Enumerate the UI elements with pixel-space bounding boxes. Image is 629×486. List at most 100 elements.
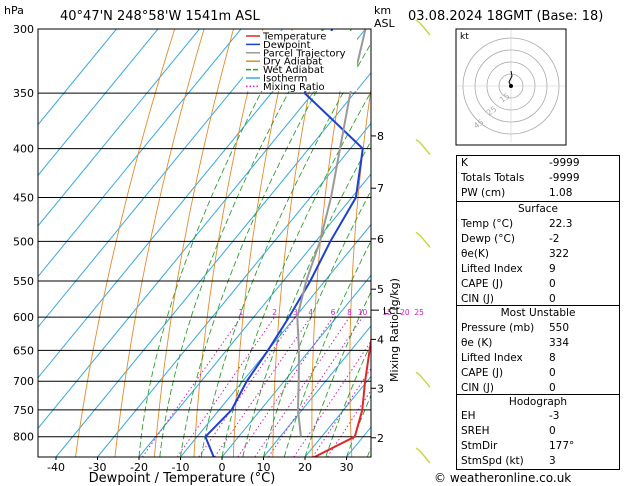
wind-barb-flag bbox=[415, 139, 421, 144]
legend-label: Isotherm bbox=[263, 74, 307, 85]
index-row-totals: Totals Totals -9999 bbox=[461, 171, 615, 186]
temperature-tick-label: -20 bbox=[130, 461, 148, 474]
index-value: 0 bbox=[549, 278, 556, 290]
legend-label: Parcel Trajectory bbox=[263, 48, 346, 59]
km-tick-label: 2 bbox=[377, 432, 384, 445]
isotherm-line bbox=[38, 29, 283, 328]
index-value: 8 bbox=[549, 352, 556, 364]
most-unstable-row: θe (K) 334 bbox=[461, 336, 615, 351]
index-label: K bbox=[461, 157, 468, 169]
pressure-tick-label: 600 bbox=[13, 311, 34, 324]
index-label: Pressure (mb) bbox=[461, 322, 535, 334]
mixing-ratio-line bbox=[327, 389, 371, 457]
pressure-tick-label: 750 bbox=[13, 404, 34, 417]
index-label: CIN (J) bbox=[461, 382, 494, 394]
hodograph-row: EH -3 bbox=[461, 409, 615, 424]
mixing-ratio-axis-title: Mixing Ratio (g/kg) bbox=[388, 278, 401, 382]
wind-barb bbox=[419, 22, 431, 36]
index-value: -3 bbox=[549, 410, 560, 422]
index-value: 334 bbox=[549, 337, 570, 349]
wind-barb bbox=[419, 374, 431, 388]
plot-area bbox=[38, 29, 439, 457]
index-label: EH bbox=[461, 410, 476, 422]
index-label: Temp (°C) bbox=[461, 218, 514, 230]
hodograph-trace bbox=[508, 70, 513, 87]
mixing-ratio-label: 3 bbox=[293, 308, 298, 317]
index-value: 550 bbox=[549, 322, 570, 334]
index-label: StmSpd (kt) bbox=[461, 455, 524, 467]
mixing-ratio-line bbox=[237, 316, 334, 457]
index-value: 3 bbox=[549, 455, 556, 467]
series-dewpoint bbox=[204, 29, 364, 457]
hodograph-panel: Hodograph EH -3 SREH 0 StmDir 177° StmSpd (… bbox=[456, 394, 620, 470]
isotherm-line bbox=[138, 173, 371, 457]
index-label: θe (K) bbox=[461, 337, 493, 349]
isotherm-line bbox=[263, 325, 371, 457]
index-value: 0 bbox=[549, 425, 556, 437]
pressure-tick-label: 550 bbox=[13, 275, 34, 288]
dry-adiabat-line bbox=[422, 29, 439, 457]
most-unstable-panel: Most Unstable Pressure (mb) 550 θe (K) 334… bbox=[456, 305, 620, 397]
km-tick-label: 3 bbox=[377, 382, 384, 395]
index-value: 177° bbox=[549, 440, 575, 452]
index-label: Totals Totals bbox=[461, 172, 525, 184]
forecast-datetime: 03.08.2024 18GMT (Base: 18) bbox=[408, 9, 603, 24]
wind-barb bbox=[419, 450, 431, 464]
most-unstable-row: CIN (J) 0 bbox=[461, 381, 615, 396]
surface-row: CAPE (J) 0 bbox=[461, 277, 615, 292]
mixing-ratio-label: 4 bbox=[308, 308, 313, 317]
lcl-label: LCL bbox=[383, 306, 402, 317]
pressure-tick-label: 500 bbox=[13, 235, 34, 248]
index-label: Dewp (°C) bbox=[461, 233, 515, 245]
surface-row: CIN (J) 0 bbox=[461, 292, 615, 307]
series-parcel-trajectory bbox=[296, 29, 367, 437]
temperature-tick-label: 30 bbox=[340, 461, 354, 474]
wind-barb-flag bbox=[415, 231, 421, 236]
most-unstable-row: Pressure (mb) 550 bbox=[461, 321, 615, 336]
temperature-axis: -40 -30 -20 -10 0 10 20 30 bbox=[47, 457, 354, 474]
isotherm-line bbox=[38, 29, 117, 126]
temperature-tick-label: 10 bbox=[257, 461, 271, 474]
copyright: © weatheronline.co.uk bbox=[434, 471, 571, 485]
km-axis: 2 3 4 5 6 7 8 LCL bbox=[371, 130, 402, 445]
isotherm-line bbox=[304, 375, 371, 457]
hodograph-origin bbox=[509, 84, 513, 88]
index-label: CIN (J) bbox=[461, 293, 494, 305]
wind-barb-flag bbox=[415, 447, 421, 452]
wind-barb bbox=[419, 234, 431, 248]
legend-background bbox=[243, 31, 357, 91]
hodograph-row: StmDir 177° bbox=[461, 439, 615, 454]
mixing-ratio-line bbox=[293, 340, 371, 457]
hodograph-row: SREH 0 bbox=[461, 424, 615, 439]
km-tick-label: 6 bbox=[377, 233, 384, 246]
legend-label: Mixing Ratio bbox=[263, 82, 325, 93]
index-label: Lifted Index bbox=[461, 352, 523, 364]
mixing-ratio-label: 6 bbox=[331, 308, 336, 317]
isotherm-line bbox=[221, 274, 371, 457]
mixing-ratio-label: 25 bbox=[414, 308, 424, 317]
index-value: 0 bbox=[549, 367, 556, 379]
pressure-unit-label: hPa bbox=[4, 4, 24, 17]
mixing-ratio-label: 2 bbox=[272, 308, 277, 317]
pressure-axis: 300 350 400 450 500 550 600 650 700 750 800 bbox=[13, 23, 34, 444]
legend-label: Wet Adiabat bbox=[263, 65, 324, 76]
index-value: 0 bbox=[549, 293, 556, 305]
temperature-tick-label: 0 bbox=[219, 461, 226, 474]
most-unstable-row: Lifted Index 8 bbox=[461, 351, 615, 366]
km-tick-label: 7 bbox=[377, 182, 384, 195]
surface-row: θe(K) 322 bbox=[461, 247, 615, 262]
index-label: Lifted Index bbox=[461, 263, 523, 275]
index-row-k: K -9999 bbox=[461, 156, 615, 171]
dry-adiabat-line bbox=[386, 29, 410, 457]
wind-barb-flag bbox=[415, 19, 421, 24]
index-row-pw: PW (cm) 1.08 bbox=[461, 186, 615, 201]
x-axis-title: Dewpoint / Temperature (°C) bbox=[89, 471, 276, 486]
surface-row: Temp (°C) 22.3 bbox=[461, 217, 615, 232]
index-value: -2 bbox=[549, 233, 560, 245]
pressure-tick-label: 400 bbox=[13, 143, 34, 156]
legend-label: Temperature bbox=[262, 32, 326, 43]
temperature-tick-label: 20 bbox=[298, 461, 312, 474]
mixing-ratio-line bbox=[268, 316, 363, 457]
section-title: Most Unstable bbox=[500, 307, 576, 319]
